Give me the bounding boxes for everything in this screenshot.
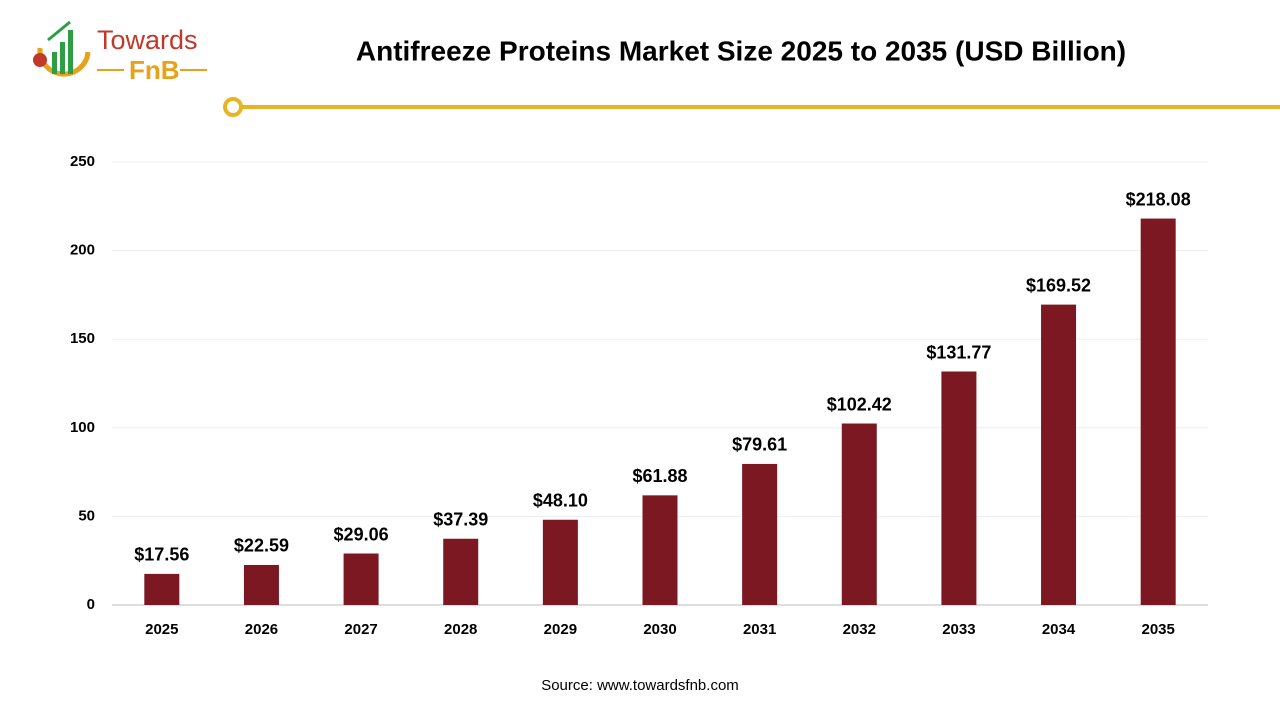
x-tick-label: 2027 <box>344 621 377 638</box>
data-label: $22.59 <box>234 536 289 556</box>
data-label: $48.10 <box>533 491 588 511</box>
bar <box>343 553 379 605</box>
chart-title: Antifreeze Proteins Market Size 2025 to … <box>356 35 1126 66</box>
logo-arrow <box>47 20 71 42</box>
data-label: $218.08 <box>1126 189 1191 209</box>
x-tick-label: 2030 <box>643 621 676 638</box>
source: Source: www.towardsfnb.com <box>541 677 739 694</box>
data-label: $169.52 <box>1026 275 1091 295</box>
bar <box>144 573 180 605</box>
logo-text: Towards <box>97 25 198 55</box>
data-label: $131.77 <box>926 342 991 362</box>
bar <box>243 564 279 605</box>
y-tick-label: 150 <box>70 330 95 347</box>
data-label: $29.06 <box>334 524 389 544</box>
bar <box>1041 304 1077 605</box>
logo: Towards FnB <box>33 20 207 85</box>
logo-dot <box>33 53 47 67</box>
x-tick-label: 2031 <box>743 621 776 638</box>
bar <box>443 538 479 605</box>
x-tick-label: 2026 <box>245 621 278 638</box>
y-tick-label: 250 <box>70 153 95 170</box>
data-label: $37.39 <box>433 509 488 529</box>
bar <box>1140 218 1176 605</box>
x-tick-label: 2034 <box>1042 621 1076 638</box>
logo-bar <box>52 52 57 74</box>
logo-bar <box>60 42 65 74</box>
x-tick-label: 2029 <box>544 621 577 638</box>
data-label: $102.42 <box>827 394 892 414</box>
data-label: $17.56 <box>134 545 189 565</box>
bar <box>642 495 678 605</box>
data-label: $61.88 <box>632 466 687 486</box>
y-tick-label: 50 <box>78 507 95 524</box>
x-tick-label: 2025 <box>145 621 178 638</box>
logo-text: FnB <box>129 55 180 85</box>
bar <box>841 423 877 605</box>
data-label: $79.61 <box>732 435 787 455</box>
y-tick-label: 100 <box>70 419 95 436</box>
x-tick-label: 2035 <box>1141 621 1174 638</box>
x-tick-label: 2033 <box>942 621 975 638</box>
y-tick-label: 0 <box>87 596 95 613</box>
x-tick-label: 2032 <box>843 621 876 638</box>
x-tick-label: 2028 <box>444 621 477 638</box>
bar <box>542 519 578 605</box>
bar <box>941 371 977 605</box>
bar <box>742 463 778 605</box>
title-rule-dot <box>223 97 243 117</box>
logo-bar <box>68 30 73 74</box>
y-tick-label: 200 <box>70 242 95 259</box>
